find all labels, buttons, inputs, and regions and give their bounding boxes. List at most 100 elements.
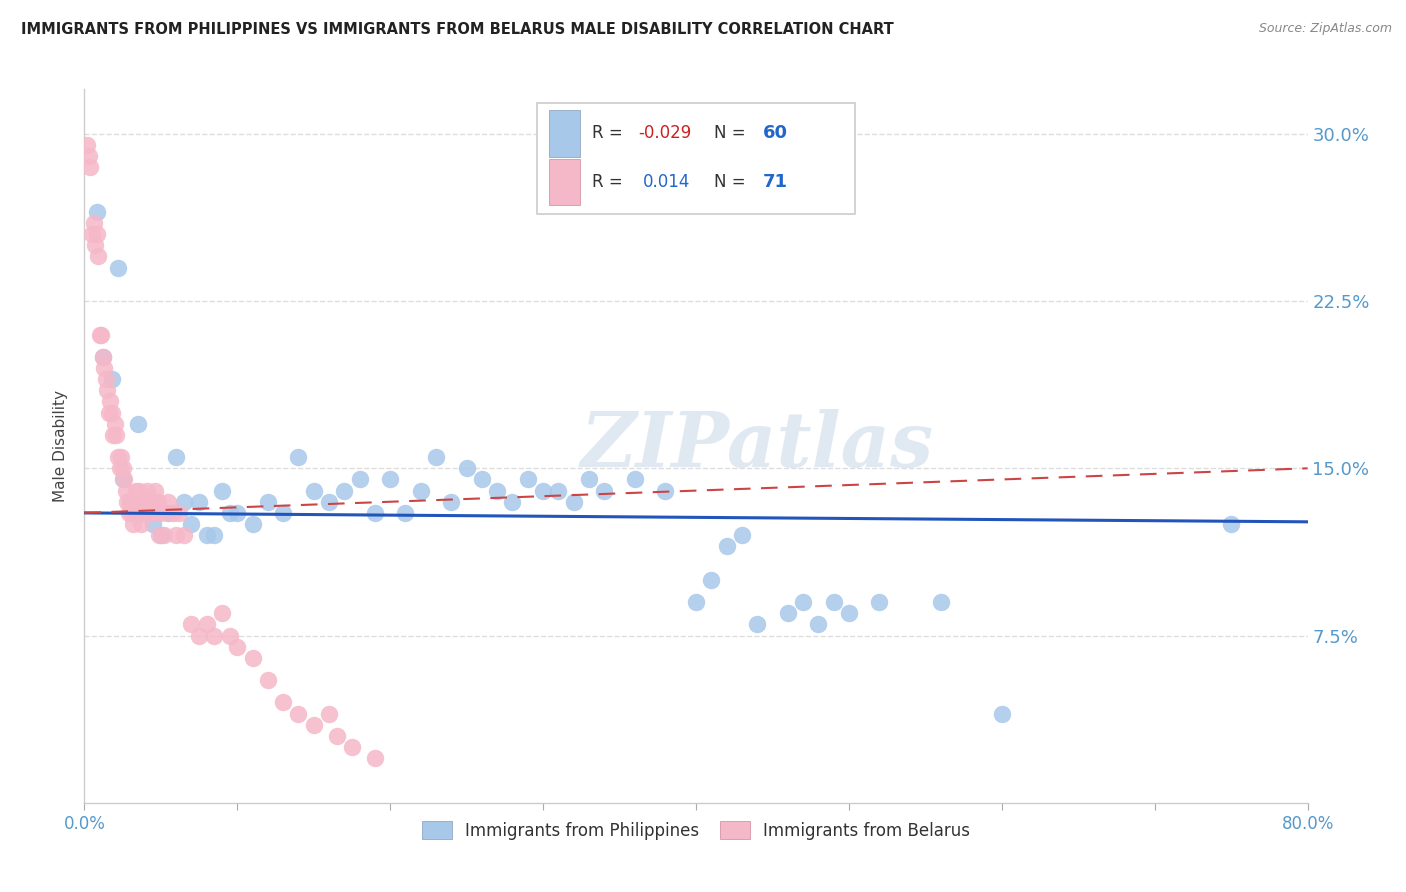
Point (87, 249, 110, 264)
Point (271, 506, 294, 520)
Point (120, 494, 142, 508)
Bar (550, 159, 579, 205)
Point (226, 640, 249, 654)
Point (792, 595, 814, 609)
Point (122, 516, 145, 531)
Point (202, 628, 225, 642)
Point (129, 516, 152, 531)
Y-axis label: Male Disability: Male Disability (53, 390, 69, 502)
Point (83, 216, 105, 230)
Point (139, 506, 162, 520)
Point (94, 372, 117, 386)
Point (141, 506, 163, 520)
Point (716, 539, 738, 553)
Point (380, 473, 402, 487)
Point (747, 617, 769, 632)
Point (127, 417, 149, 431)
Point (685, 595, 707, 609)
Point (145, 506, 167, 520)
Point (349, 473, 371, 487)
Point (98, 394, 121, 409)
Point (79, 161, 101, 175)
Point (108, 461, 131, 475)
Point (242, 516, 264, 531)
Point (89, 327, 111, 342)
Point (333, 483, 356, 498)
Point (991, 706, 1014, 721)
Point (114, 483, 136, 498)
Point (112, 473, 135, 487)
Point (547, 483, 569, 498)
Point (364, 751, 387, 765)
Point (838, 607, 860, 621)
Point (325, 729, 347, 743)
Point (118, 506, 141, 520)
Point (173, 528, 195, 542)
Point (226, 506, 249, 520)
Point (486, 483, 509, 498)
Point (578, 473, 600, 487)
Point (157, 506, 180, 520)
Point (807, 617, 830, 632)
Point (101, 405, 124, 419)
Point (211, 607, 233, 621)
Point (124, 494, 146, 508)
Point (165, 450, 187, 464)
Text: 60: 60 (763, 125, 789, 143)
Point (195, 528, 218, 542)
Point (302, 717, 325, 731)
Point (654, 483, 676, 498)
Point (195, 617, 218, 632)
Text: 71: 71 (763, 173, 789, 191)
Point (364, 506, 387, 520)
Text: ZIPatlas: ZIPatlas (581, 409, 934, 483)
Legend: Immigrants from Philippines, Immigrants from Belarus: Immigrants from Philippines, Immigrants … (413, 814, 979, 848)
Point (340, 740, 363, 755)
Text: R =: R = (592, 125, 628, 143)
Point (86, 204, 108, 219)
Text: R =: R = (592, 173, 633, 191)
Point (929, 595, 952, 609)
Point (86, 227, 108, 241)
Point (188, 628, 211, 642)
Text: Source: ZipAtlas.com: Source: ZipAtlas.com (1258, 22, 1392, 36)
Point (776, 607, 799, 621)
Point (148, 528, 170, 542)
Point (180, 617, 202, 632)
Point (731, 528, 754, 542)
Point (142, 516, 165, 531)
FancyBboxPatch shape (537, 103, 855, 214)
Point (157, 494, 180, 508)
Point (96, 384, 118, 398)
Point (110, 450, 132, 464)
Point (287, 706, 309, 721)
Text: N =: N = (714, 125, 751, 143)
Point (121, 506, 143, 520)
Point (167, 506, 190, 520)
Point (593, 483, 616, 498)
Point (180, 516, 202, 531)
Point (127, 506, 149, 520)
Point (84, 238, 107, 252)
Point (218, 628, 240, 642)
Point (823, 595, 845, 609)
Point (149, 528, 172, 542)
Text: -0.029: -0.029 (638, 125, 692, 143)
Bar (550, 111, 579, 157)
Point (257, 494, 280, 508)
Point (128, 483, 150, 498)
Point (218, 506, 240, 520)
Point (97, 405, 120, 419)
Point (153, 528, 176, 542)
Point (131, 506, 153, 520)
Point (165, 528, 187, 542)
Point (103, 427, 125, 442)
Point (869, 595, 891, 609)
Point (142, 494, 165, 508)
Point (202, 528, 225, 542)
Point (143, 483, 166, 498)
Point (471, 473, 494, 487)
Text: IMMIGRANTS FROM PHILIPPINES VS IMMIGRANTS FROM BELARUS MALE DISABILITY CORRELATI: IMMIGRANTS FROM PHILIPPINES VS IMMIGRANT… (21, 22, 894, 37)
Point (425, 450, 447, 464)
Point (107, 260, 129, 275)
